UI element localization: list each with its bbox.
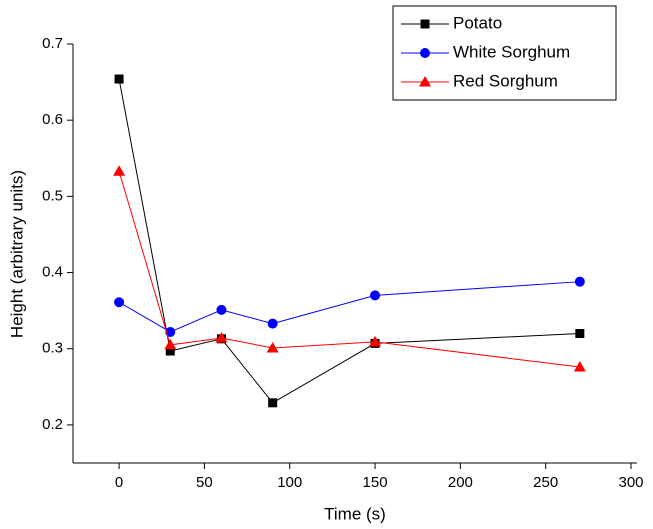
- series-line: [118, 281, 580, 333]
- x-axis-title: Time (s): [324, 504, 386, 523]
- x-tick-label: 100: [277, 474, 302, 491]
- legend-marker: [420, 19, 430, 29]
- marker: [268, 398, 278, 408]
- marker: [114, 297, 125, 308]
- x-tick-label: 50: [196, 474, 213, 491]
- legend-label: White Sorghum: [453, 42, 570, 61]
- y-tick-label: 0.6: [42, 111, 63, 128]
- marker: [113, 165, 126, 176]
- y-axis-title: Height (arbitrary units): [7, 170, 26, 338]
- series-line: [118, 171, 580, 368]
- legend-marker: [420, 48, 430, 58]
- series-line: [118, 78, 580, 404]
- y-tick-label: 0.7: [42, 35, 63, 52]
- x-tick-label: 250: [533, 474, 558, 491]
- marker: [114, 74, 124, 84]
- marker: [267, 318, 278, 329]
- x-tick-label: 300: [619, 474, 644, 491]
- y-tick-label: 0.4: [42, 264, 63, 281]
- marker: [215, 332, 228, 343]
- x-tick-label: 0: [115, 474, 123, 491]
- marker: [573, 361, 586, 372]
- legend-label: Red Sorghum: [453, 71, 558, 90]
- marker: [164, 338, 177, 350]
- y-tick-label: 0.3: [42, 340, 63, 357]
- y-tick-label: 0.2: [42, 416, 63, 433]
- x-tick-label: 200: [448, 474, 473, 491]
- marker: [216, 304, 227, 315]
- marker: [266, 341, 279, 353]
- marker: [574, 276, 585, 287]
- marker: [575, 328, 585, 338]
- y-tick-label: 0.5: [42, 187, 63, 204]
- marker: [165, 326, 176, 337]
- marker: [369, 335, 382, 347]
- legend-marker: [419, 76, 431, 87]
- legend-label: Potato: [453, 13, 502, 32]
- marker: [165, 346, 175, 356]
- x-tick-label: 150: [363, 474, 388, 491]
- marker: [370, 290, 381, 301]
